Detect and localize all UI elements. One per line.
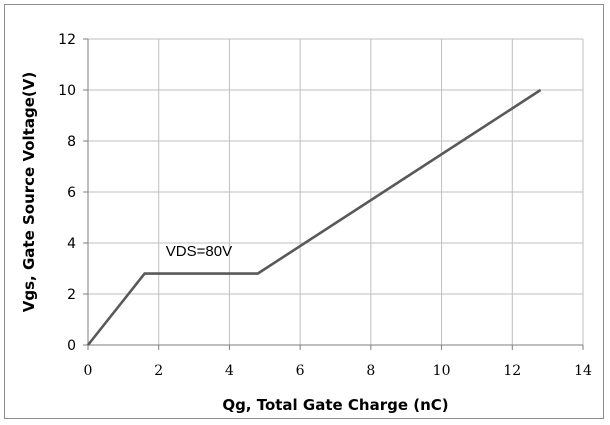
- y-tick-label: 4: [67, 236, 76, 252]
- x-tick-labels: 0 2 4 6 8 10 12 14: [84, 363, 592, 379]
- annotation-vds: VDS=80V: [166, 243, 232, 260]
- y-tick-label: 0: [67, 338, 76, 354]
- series-lines: [86, 88, 542, 346]
- x-tick-label: 10: [433, 363, 451, 379]
- grid: [88, 38, 584, 345]
- y-tick-label: 12: [58, 32, 76, 48]
- axes: [83, 38, 584, 350]
- y-tick-label: 2: [67, 287, 76, 303]
- y-tick-label: 8: [67, 134, 76, 150]
- series-line: [86, 88, 542, 346]
- chart-frame: 0 2 4 6 8 10 12 0 2 4 6 8 10 12 14 VDS=80V Qg, Total …: [4, 4, 604, 419]
- x-tick-label: 12: [503, 363, 521, 379]
- y-tick-labels: 0 2 4 6 8 10 12: [58, 32, 76, 354]
- y-tick-label: 6: [67, 185, 76, 201]
- x-tick-label: 14: [574, 363, 592, 379]
- x-tick-label: 2: [154, 363, 163, 379]
- x-tick-label: 6: [296, 363, 305, 379]
- x-axis-title: Qg, Total Gate Charge (nC): [222, 396, 448, 414]
- x-tick-label: 4: [225, 363, 234, 379]
- y-tick-label: 10: [58, 83, 76, 99]
- x-tick-label: 0: [84, 363, 93, 379]
- x-tick-label: 8: [366, 363, 375, 379]
- y-axis-title: Vgs, Gate Source Voltage(V): [20, 72, 38, 312]
- gate-charge-chart: 0 2 4 6 8 10 12 0 2 4 6 8 10 12 14 VDS=80V Qg, Total …: [20, 32, 592, 414]
